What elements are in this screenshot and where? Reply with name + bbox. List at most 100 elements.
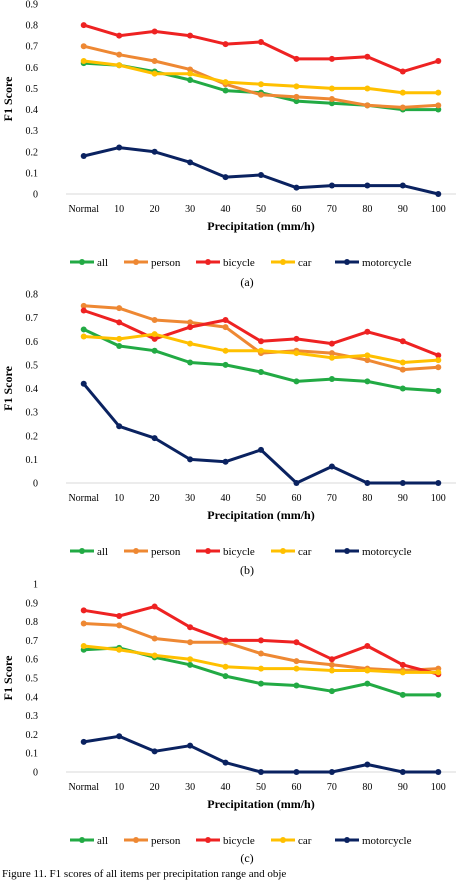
y-tick-label: 0.3 [26,408,39,419]
data-point [435,387,442,394]
data-point [222,361,229,368]
data-point [187,624,194,631]
legend-label: all [97,257,108,269]
legend-item: bicycle [196,257,255,269]
data-point [116,319,123,326]
data-point [293,335,300,342]
x-tick-label: 30 [185,782,195,793]
data-point [435,89,442,96]
y-tick-label: 0.8 [26,290,39,301]
legend-swatch-marker [133,548,139,554]
data-point [222,663,229,670]
series-person [80,620,442,674]
data-point [187,639,194,646]
x-tick-label: 40 [221,493,231,504]
data-point [222,458,229,465]
data-point [364,643,371,650]
legend-item: car [271,546,312,558]
data-point [80,58,87,64]
data-point [151,70,158,77]
x-tick-label: Normal [68,493,99,504]
data-point [222,759,229,766]
data-point [151,331,158,338]
y-tick-label: 0 [33,479,38,490]
x-tick-label: Normal [68,782,99,793]
x-tick-label: 20 [150,782,160,793]
y-tick-label: 0.8 [26,21,39,32]
data-point [222,637,229,644]
data-point [364,680,371,687]
data-point [328,376,335,383]
x-tick-label: 60 [291,493,301,504]
data-point [364,352,371,359]
data-point [80,43,87,50]
data-point [151,58,158,64]
data-point [222,79,229,86]
legend-label: motorcycle [362,257,412,269]
data-point [222,41,229,48]
y-axis-title: F1 Score [1,76,15,121]
x-tick-label: 30 [185,493,195,504]
data-point [364,53,371,60]
legend-swatch-marker [205,548,211,554]
legend-label: bicycle [223,546,255,558]
x-tick-label: 30 [185,204,195,215]
legend: all person bicycle car motorcycle [70,257,412,269]
x-tick-label: 80 [362,493,372,504]
series-all [80,326,442,394]
x-tick-label: 60 [291,204,301,215]
series-motorcycle [80,380,442,486]
legend-label: motorcycle [362,546,412,558]
data-point [258,680,264,687]
legend-item: bicycle [196,835,255,847]
series-bicycle [80,307,442,359]
data-point [258,446,264,453]
series-line [82,622,440,672]
x-axis-title: Precipitation (mm/h) [207,219,314,233]
data-point [293,658,300,665]
data-point [364,480,371,486]
legend: all person bicycle car motorcycle [70,546,412,558]
data-point [258,769,264,775]
data-point [116,32,123,39]
data-point [187,319,194,326]
y-tick-label: 0.6 [26,655,39,666]
data-point [435,102,442,109]
y-tick-label: 0.6 [26,63,39,74]
data-point [187,359,194,366]
x-tick-label: 40 [221,204,231,215]
legend-label: person [151,835,181,847]
data-point [399,182,406,189]
data-point [116,51,123,58]
x-tick-label: 50 [256,204,266,215]
legend-swatch-marker [205,259,211,265]
data-point [399,68,406,75]
x-tick-label: 10 [114,204,124,215]
y-tick-label: 0.4 [26,692,39,703]
data-point [293,480,300,486]
data-point [435,691,442,698]
series-car [80,643,442,676]
data-point [399,480,406,486]
y-tick-label: 0.5 [26,360,39,371]
data-point [399,769,406,775]
chart-panel-3: 0 0.1 0.2 0.3 0.4 0.5 0.6 0.7 0.8 0.9 1 Normal 10 20 3… [1,580,456,865]
x-tick-label: 40 [221,782,231,793]
data-point [364,667,371,674]
data-point [187,32,194,39]
data-point [293,93,300,100]
data-point [187,661,194,668]
x-tick-label: 10 [114,493,124,504]
data-point [151,652,158,659]
series-motorcycle [80,733,442,775]
legend-item: motorcycle [335,257,412,269]
data-point [80,22,87,29]
data-point [80,333,87,340]
y-tick-label: 0.3 [26,711,39,722]
data-point [364,761,371,768]
data-point [116,144,123,151]
y-tick-label: 0.2 [26,147,39,158]
x-tick-label: 90 [398,493,408,504]
legend-label: person [151,257,181,269]
data-point [116,335,123,342]
